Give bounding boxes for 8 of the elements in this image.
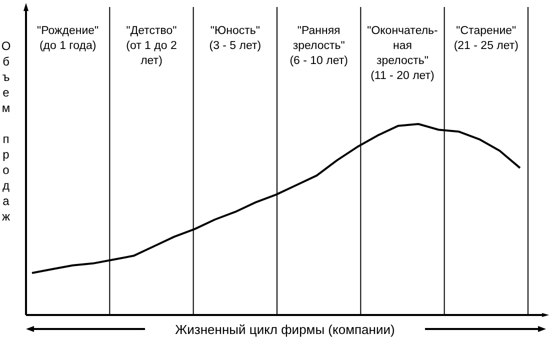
x-axis-title: Жизненный цикл фирмы (компании) [175,322,395,337]
text: "Рождение" (до 1 года) [37,25,99,52]
text: "Старение" (21 - 25 лет) [454,25,519,52]
text: Объем продаж [1,39,11,224]
text: "Детство" (от 1 до 2 лет) [126,25,177,67]
text: "Юность" (3 - 5 лет) [209,25,262,52]
text: "Окончатель- ная зрелость" (11 - 20 лет) [367,25,438,82]
text: "Ранняя зрелость" (6 - 10 лет) [290,25,348,67]
